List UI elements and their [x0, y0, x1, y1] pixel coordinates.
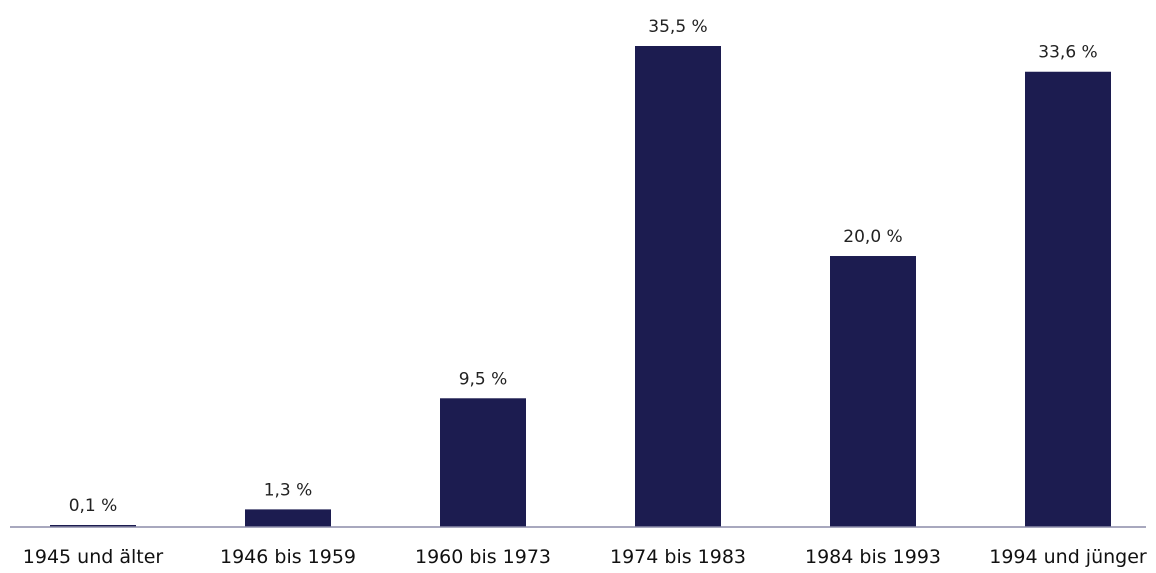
bar	[50, 525, 136, 527]
category-labels-group: 1945 und älter 1946 bis 1959 1960 bis 1973…	[23, 546, 1147, 568]
category-label: 1984 bis 1993	[805, 546, 941, 568]
category-label: 1994 und jünger	[989, 546, 1147, 568]
bar-value-label: 33,6 %	[1038, 43, 1097, 63]
bar	[830, 256, 916, 527]
category-label: 1945 und älter	[23, 546, 164, 568]
category-label: 1974 bis 1983	[610, 546, 746, 568]
bar-value-label: 1,3 %	[264, 480, 313, 500]
bars-group	[50, 46, 1111, 528]
bar-value-label: 35,5 %	[648, 17, 707, 37]
category-label: 1946 bis 1959	[220, 546, 356, 568]
bar-value-label: 0,1 %	[69, 496, 118, 516]
bar-value-label: 9,5 %	[459, 369, 508, 389]
bar	[1025, 71, 1111, 528]
bar	[245, 509, 331, 527]
value-labels-group: 0,1 % 1,3 % 9,5 % 35,5 % 20,0 % 33,6 %	[69, 17, 1098, 516]
category-label: 1960 bis 1973	[415, 546, 551, 568]
bar	[440, 398, 526, 527]
bar	[635, 46, 721, 527]
bar-value-label: 20,0 %	[843, 227, 902, 247]
